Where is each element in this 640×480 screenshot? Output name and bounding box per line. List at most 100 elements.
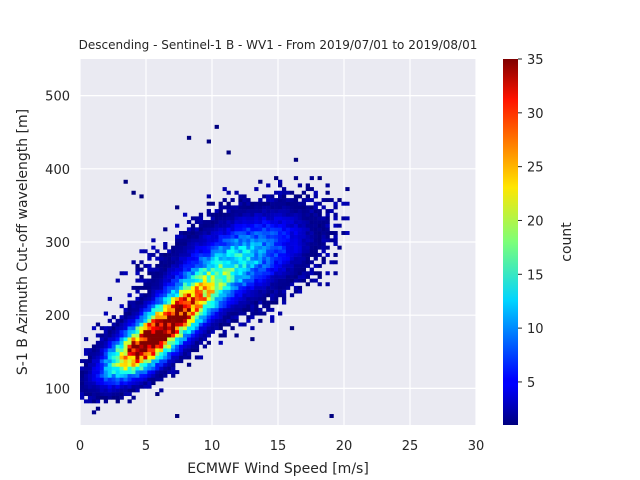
heatmap-cell xyxy=(171,249,176,254)
heatmap-cell xyxy=(127,293,132,298)
heatmap-cell xyxy=(246,271,251,276)
heatmap-cell xyxy=(222,293,227,298)
heatmap-cell xyxy=(218,223,223,228)
heatmap-cell xyxy=(186,351,192,356)
heatmap-cell xyxy=(182,311,188,316)
heatmap-cell xyxy=(194,304,200,309)
heatmap-cell xyxy=(285,205,291,210)
heatmap-cell xyxy=(198,260,204,265)
heatmap-cell xyxy=(262,249,267,254)
heatmap-cells xyxy=(80,124,350,418)
heatmap-cell xyxy=(202,307,208,312)
heatmap-cell xyxy=(266,249,271,254)
heatmap-cell xyxy=(80,377,85,382)
heatmap-cell xyxy=(147,355,152,360)
heatmap-cell xyxy=(182,289,188,294)
heatmap-cell xyxy=(151,315,156,320)
heatmap-cell xyxy=(179,355,184,360)
heatmap-cell xyxy=(214,234,219,239)
heatmap-cell xyxy=(151,326,156,331)
heatmap-cell xyxy=(218,263,223,268)
heatmap-cell xyxy=(281,238,287,243)
heatmap-cell xyxy=(135,340,140,345)
heatmap-cell xyxy=(274,238,279,243)
heatmap-cell xyxy=(91,348,97,353)
heatmap-cell xyxy=(139,344,144,349)
heatmap-cell xyxy=(250,307,255,312)
heatmap-cell xyxy=(218,242,223,246)
heatmap-cell xyxy=(254,289,259,294)
heatmap-cell xyxy=(179,256,184,261)
heatmap-cell xyxy=(210,227,215,232)
heatmap-cell xyxy=(167,252,172,257)
heatmap-cell xyxy=(262,216,267,221)
y-tick-label: 500 xyxy=(45,90,70,105)
heatmap-cell xyxy=(99,366,105,371)
heatmap-cell xyxy=(115,318,120,323)
heatmap-cell xyxy=(182,274,188,279)
heatmap-cell xyxy=(222,318,227,323)
heatmap-cell xyxy=(147,318,152,323)
heatmap-cell xyxy=(87,373,93,378)
heatmap-cell xyxy=(206,234,211,239)
heatmap-cell xyxy=(107,362,112,367)
heatmap-cell xyxy=(258,256,263,261)
heatmap-cell xyxy=(234,249,239,254)
heatmap-cell xyxy=(175,252,180,257)
heatmap-cell xyxy=(190,274,196,279)
heatmap-cell xyxy=(151,267,156,272)
heatmap-cell xyxy=(131,311,136,316)
heatmap-cell xyxy=(289,256,295,261)
heatmap-cell xyxy=(139,362,144,367)
heatmap-cell xyxy=(186,318,192,323)
heatmap-cell xyxy=(190,238,196,243)
heatmap-cell xyxy=(242,194,247,199)
heatmap-cell xyxy=(321,198,326,203)
heatmap-cell xyxy=(87,399,93,404)
heatmap-cell xyxy=(218,304,223,309)
heatmap-cell xyxy=(278,260,283,265)
heatmap-cell xyxy=(266,201,271,206)
heatmap-cell xyxy=(317,234,322,239)
heatmap-cell xyxy=(297,252,303,257)
heatmap-cell xyxy=(218,220,223,224)
heatmap-cell xyxy=(234,242,239,246)
heatmap-cell xyxy=(238,209,243,214)
heatmap-cell xyxy=(325,183,330,188)
heatmap-cell xyxy=(214,326,219,331)
heatmap-cell xyxy=(151,381,156,386)
heatmap-cell xyxy=(171,340,176,345)
heatmap-cell xyxy=(127,318,132,323)
heatmap-cell xyxy=(135,326,140,331)
heatmap-cell xyxy=(250,304,255,309)
heatmap-cell xyxy=(123,362,128,367)
heatmap-cell xyxy=(258,223,263,228)
heatmap-cell xyxy=(143,285,148,290)
heatmap-cell xyxy=(179,329,184,334)
heatmap-cell xyxy=(293,234,299,239)
heatmap-cell xyxy=(258,179,263,184)
heatmap-cell xyxy=(194,318,200,323)
heatmap-cell xyxy=(198,223,204,228)
heatmap-cell xyxy=(301,238,307,243)
heatmap-cell xyxy=(266,205,271,210)
heatmap-cell xyxy=(95,322,101,327)
heatmap-cell xyxy=(80,359,85,364)
heatmap-cell xyxy=(321,223,326,228)
heatmap-cell xyxy=(111,333,116,338)
heatmap-cell xyxy=(230,293,235,298)
heatmap-cell xyxy=(206,285,211,290)
heatmap-cell xyxy=(179,263,184,268)
heatmap-cell xyxy=(186,282,192,287)
heatmap-cell xyxy=(186,333,192,338)
heatmap-cell xyxy=(171,373,176,378)
heatmap-cell xyxy=(167,263,172,268)
heatmap-cell xyxy=(198,249,204,254)
heatmap-cell xyxy=(262,209,267,214)
heatmap-cell xyxy=(278,238,283,243)
heatmap-cell xyxy=(202,293,208,298)
heatmap-cell xyxy=(258,234,263,239)
heatmap-cell xyxy=(175,260,180,265)
heatmap-cell xyxy=(182,340,188,345)
heatmap-cell xyxy=(131,373,136,378)
